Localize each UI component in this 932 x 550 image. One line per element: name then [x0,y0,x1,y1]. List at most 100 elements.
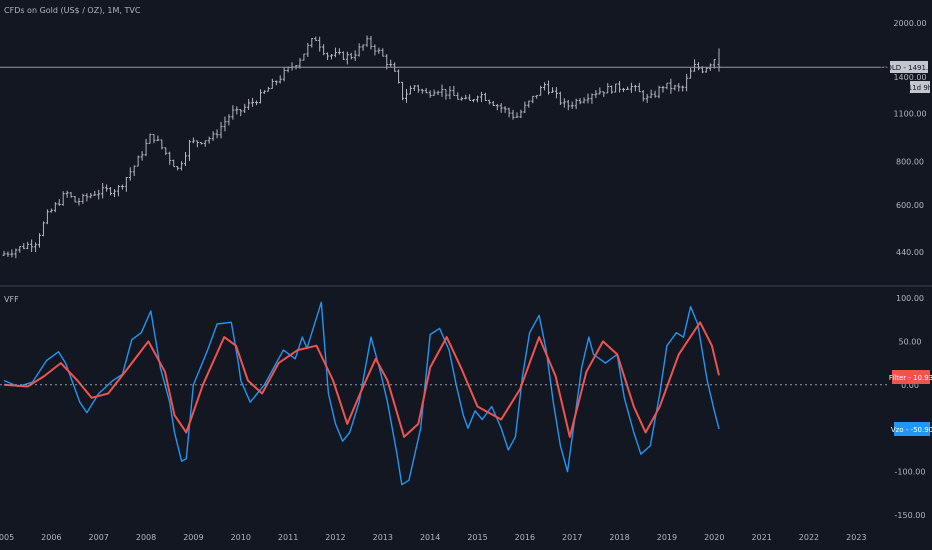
ohlc-bar [207,136,211,144]
time-tick-label: 2014 [420,533,440,542]
ohlc-bar [231,105,235,120]
ohlc-bar [89,192,93,199]
indicator-lines [3,301,720,486]
ohlc-bar [649,89,653,99]
ohlc-bar [472,99,476,103]
time-tick-label: 2012 [325,533,345,542]
indicator-axis[interactable]: 100.00 50.00 0.00 -100.00 -150.00 [0,294,925,520]
ohlc-bar [77,197,81,206]
ohlc-bar [85,193,89,202]
svg-text:Vzo - -50.90: Vzo - -50.90 [891,426,932,434]
ohlc-bar [310,38,314,48]
time-tick-label: 2017 [562,533,582,542]
ohlc-bar [61,191,65,206]
time-tick-label: 2022 [799,533,819,542]
ohlc-bar [6,251,10,257]
ohlc-bar [420,88,424,94]
ohlc-bar [424,88,428,94]
svg-text:GOLD - 1491.40: GOLD - 1491.40 [881,64,932,72]
ohlc-bar [558,91,562,106]
ohlc-bar [49,208,53,213]
ohlc-bar [515,112,519,118]
ohlc-bar [314,36,318,41]
ohlc-bar [657,85,661,99]
ohlc-bar [270,78,274,90]
ohlc-bar [404,88,408,103]
ohlc-bar [282,67,286,82]
ohlc-bar [357,43,361,57]
ohlc-bar [2,250,6,256]
ohlc-bar [511,109,515,120]
ohlc-bar [483,92,487,102]
ohlc-bar [460,96,464,101]
ohlc-bar [136,155,140,167]
ohlc-bar [464,94,468,100]
ohlc-bar [322,44,326,56]
ohlc-bar [677,83,681,92]
ohlc-bar [503,106,507,113]
ohlc-bar [547,80,551,95]
ohlc-bar [101,182,105,199]
ohlc-bar [164,147,168,156]
ohlc-bar [262,90,266,94]
ohlc-bar [531,95,535,104]
ohlc-bar [10,249,14,258]
time-tick-label: 2007 [89,533,109,542]
ohlc-bar [523,101,527,114]
ohlc-bar [97,189,101,200]
ohlc-bar [53,202,57,213]
ohlc-bar [428,90,432,98]
price-tick-label: 2000.00 [893,19,926,28]
ohlc-bar [689,67,693,79]
ohlc-bar [681,85,685,92]
ohlc-bar [353,50,357,61]
price-tick-label: 800.00 [896,157,924,166]
ohlc-bar [586,93,590,104]
ohlc-bar [211,131,215,141]
ohlc-bar [18,246,22,253]
ohlc-bar [120,184,124,190]
ohlc-bar [22,243,26,250]
ohlc-bar [633,84,637,92]
ohlc-bar [187,140,191,161]
price-tick-label: 1400.00 [893,73,926,82]
price-tick-label: 600.00 [896,201,924,210]
time-tick-label: 2010 [231,533,251,542]
ohlc-bar [341,51,345,60]
ohlc-bar [235,106,239,115]
ohlc-bar [487,99,491,105]
indicator-tick-label: 0.00 [901,381,919,390]
ohlc-bar [479,91,483,103]
time-tick-label: 2023 [846,533,866,542]
ohlc-bar [614,83,618,93]
ohlc-bar [574,98,578,110]
ohlc-bar [602,91,606,97]
ohlc-bar [618,81,622,93]
ohlc-bar [251,97,255,107]
ohlc-bar [693,59,697,72]
time-axis[interactable]: 2005 2006 2007 2008 2009 2010 2011 2012 2013 2014… [0,533,867,542]
ohlc-bar [499,103,503,113]
ohlc-bar [495,103,499,111]
time-tick-label: 2019 [657,533,677,542]
ohlc-bar [543,82,547,91]
ohlc-bar [389,59,393,68]
symbol-price-label: GOLD - 1491.40 [881,61,932,73]
ohlc-bar [622,87,626,93]
ohlc-bar [594,90,598,99]
ohlc-bar [369,35,373,50]
ohlc-bar [554,87,558,99]
ohlc-bar [105,184,109,192]
price-axis[interactable]: 440.00 600.00 800.00 1100.00 1400.00 2000.00 [0,19,927,257]
ohlc-bar [65,190,69,198]
ohlc-bar [606,83,610,94]
ohlc-bar [148,133,152,144]
ohlc-bar [34,242,38,252]
ohlc-bar [578,98,582,105]
ohlc-bar [38,233,42,248]
ohlc-bar [337,48,341,55]
ohlc-bar [333,47,337,58]
time-tick-label: 2015 [467,533,487,542]
chart-title: CFDs on Gold (US$ / OZ), 1M, TVC [4,6,141,15]
ohlc-bar [444,89,448,100]
